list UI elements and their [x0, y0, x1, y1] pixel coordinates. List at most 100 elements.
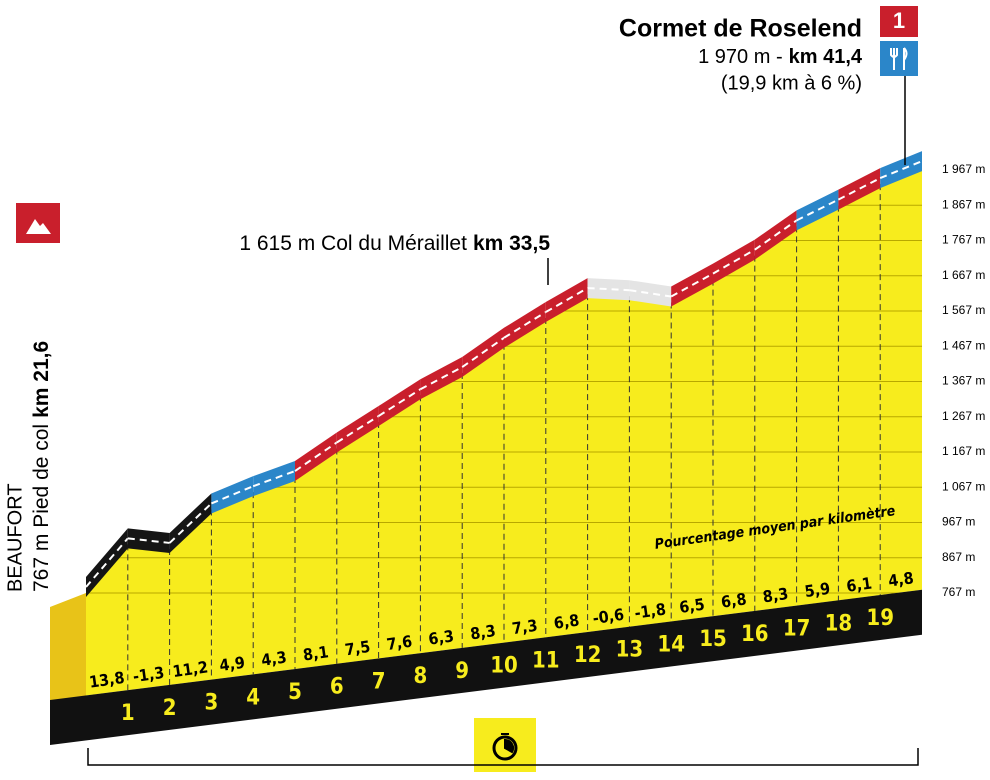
col-label: 1 615 m Col du Méraillet [239, 232, 467, 255]
profile-fill [671, 279, 713, 622]
profile-fill [378, 395, 421, 659]
profile-fill [295, 448, 337, 670]
y-tick-label: 1 067 m [942, 479, 985, 493]
timer-icon [492, 735, 518, 761]
profile-fill [420, 373, 463, 654]
route-line [211, 485, 254, 505]
route-line [545, 287, 589, 313]
gradient-band [587, 278, 630, 301]
route-line [461, 336, 505, 368]
route-line [796, 198, 839, 222]
gradient-label: 5,9 [803, 579, 831, 601]
timer-hand [501, 733, 515, 754]
km-marker: 19 [866, 606, 894, 631]
summit-detail: (19,9 km à 6 %) [721, 72, 862, 94]
route-line [85, 537, 129, 588]
km-marker: 10 [490, 654, 518, 679]
route-line [879, 160, 923, 180]
profile-fill [587, 294, 630, 633]
km-marker: 1 [121, 701, 135, 726]
distance-bracket [87, 748, 919, 766]
route-line [754, 219, 798, 251]
gradient-band [629, 280, 672, 307]
gradient-label: 8,1 [302, 642, 330, 664]
gradient-band [838, 168, 881, 210]
y-tick-label: 1 367 m [942, 374, 985, 388]
route-line [419, 366, 463, 391]
summit-altitude: 1 970 m - [698, 46, 782, 68]
start-label: 767 m Pied de col [30, 424, 53, 592]
y-tick-label: 1 167 m [942, 444, 985, 458]
km-marker: 11 [532, 648, 560, 673]
gradient-band [211, 476, 254, 514]
gradient-label: 8,3 [762, 584, 790, 606]
gradient-label: 4,9 [218, 653, 246, 675]
gradient-label: 4,8 [887, 568, 915, 590]
y-tick-label: 1 767 m [942, 233, 985, 247]
route-line [587, 287, 630, 292]
y-tick-label: 1 567 m [942, 303, 985, 317]
category: 1 [893, 8, 905, 33]
gradient-label: -0,6 [591, 605, 625, 628]
gradient-label: 13,8 [88, 668, 126, 692]
gradient-label: 6,8 [553, 610, 581, 632]
route-line [670, 272, 714, 298]
gradient-band [420, 357, 463, 400]
start-km: km 21,6 [30, 341, 53, 418]
profile-fill [545, 294, 588, 638]
gradient-label: 6,5 [678, 595, 706, 617]
climb-icon [26, 219, 51, 234]
profile-fill [504, 318, 546, 643]
y-tick-label: 1 867 m [942, 197, 985, 211]
route-line [712, 248, 756, 275]
gradient-label: 7,5 [344, 637, 372, 659]
col-km: km 33,5 [473, 232, 550, 255]
gradient-label: 6,8 [720, 589, 748, 611]
km-marker: 17 [783, 617, 811, 642]
km-marker: 18 [825, 611, 853, 636]
category-badge [880, 6, 918, 37]
profile-layer: 13,8 -1,3 11,2 4,9 4,3 8,1 7,5 7,6 6,3 8,3 7,3 6,8-… [50, 151, 923, 745]
km-marker: 12 [574, 643, 602, 668]
route-line [294, 441, 338, 472]
gradient-band [86, 528, 128, 597]
y-tick-label: 967 m [942, 515, 975, 529]
km-marker: 5 [288, 680, 302, 705]
y-tick-label: 1 267 m [942, 409, 985, 423]
profile-fill [713, 255, 755, 617]
gradient-label: 6,1 [845, 574, 873, 596]
gradient-band [253, 461, 295, 497]
km-marker: 8 [414, 664, 428, 689]
feed-icon [890, 47, 908, 70]
summit-info: 1 970 m - km 41,4 [698, 46, 863, 68]
profile-fill [629, 296, 672, 627]
profile-fill [462, 343, 504, 648]
km-marker: 15 [699, 627, 727, 652]
y-tick-label: 1 967 m [942, 162, 985, 176]
km-marker: 16 [741, 622, 769, 647]
km-marker: 2 [163, 696, 177, 721]
start-name: BEAUFORT [4, 483, 26, 592]
summit-km: km 41,4 [789, 46, 863, 68]
route-line [837, 177, 881, 201]
km-marker: 14 [657, 632, 685, 657]
gradient-label: -1,8 [633, 600, 667, 623]
profile-fill [796, 205, 839, 606]
floor-band [50, 589, 922, 745]
km-marker: 3 [205, 691, 219, 716]
y-tick-label: 1 667 m [942, 268, 985, 282]
km-marker: 4 [246, 685, 260, 710]
col-info: 1 615 m Col du Méraillet km 33,5 [239, 232, 550, 255]
gradient-band [671, 263, 713, 307]
profile-fill [169, 509, 212, 685]
profile-fill [838, 184, 881, 601]
profile-fill [336, 422, 379, 664]
y-tick-label: 867 m [942, 550, 975, 564]
y-tick-label: 1 467 m [942, 338, 985, 352]
start-info: 767 m Pied de col km 21,6 [30, 341, 53, 592]
route-line [252, 470, 296, 488]
gradient-label: 6,3 [427, 626, 455, 648]
gradient-label: 7,6 [385, 632, 413, 654]
km-marker: 7 [372, 669, 386, 694]
